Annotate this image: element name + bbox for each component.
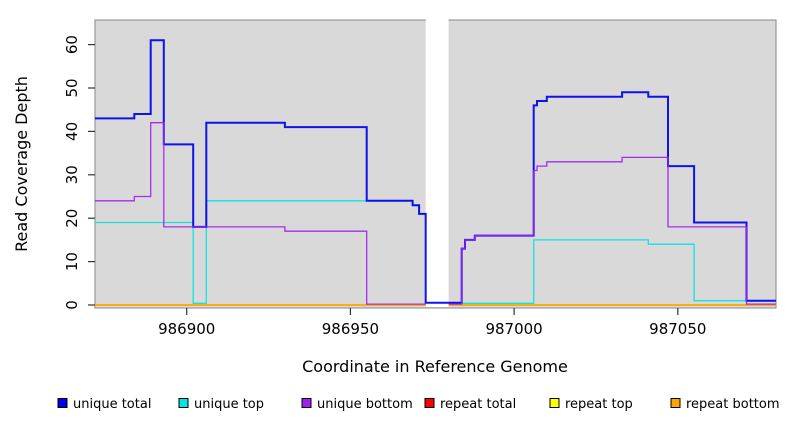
series-lines <box>95 39 776 306</box>
y-tick-label: 30 <box>63 165 81 184</box>
series-unique-bottom <box>448 156 776 305</box>
legend-label-repeat-top: repeat top <box>565 397 633 412</box>
x-axis-ticks: 986900 986950 987000 987050 <box>158 308 706 338</box>
legend-swatch-unique-top <box>178 398 189 408</box>
series-unique-bottom <box>95 122 426 305</box>
legend-swatch-repeat-total <box>424 398 435 408</box>
x-tick-label: 986950 <box>322 320 379 338</box>
series-unique-top <box>448 239 776 304</box>
legend-item-repeat-bottom: repeat bottom <box>670 397 780 412</box>
y-tick-label: 10 <box>63 252 81 271</box>
legend-item-unique-bottom: unique bottom <box>301 397 413 412</box>
legend-item-repeat-top: repeat top <box>549 397 633 412</box>
y-tick-label: 50 <box>63 78 81 97</box>
legend-item-unique-top: unique top <box>178 397 264 412</box>
legend-swatch-repeat-bottom <box>670 398 681 408</box>
gap-band <box>425 13 449 307</box>
no-data-gap-band <box>425 13 449 307</box>
y-tick-label: 20 <box>63 209 81 228</box>
legend: unique total unique top unique bottom repea… <box>57 397 780 412</box>
legend-label-repeat-bottom: repeat bottom <box>686 397 780 412</box>
x-tick-label: 986900 <box>158 320 215 338</box>
legend-item-repeat-total: repeat total <box>424 397 516 412</box>
legend-label-unique-top: unique top <box>194 397 264 412</box>
legend-swatch-repeat-top <box>549 398 560 408</box>
y-axis-title: Read Coverage Depth <box>12 76 31 252</box>
legend-label-repeat-total: repeat total <box>440 397 516 412</box>
y-axis-ticks: 0 10 20 30 40 50 60 <box>63 35 95 310</box>
y-tick-label: 0 <box>63 300 81 310</box>
x-axis-title: Coordinate in Reference Genome <box>302 357 568 376</box>
x-tick-label: 987050 <box>649 320 706 338</box>
legend-label-unique-bottom: unique bottom <box>317 397 413 412</box>
legend-label-unique-total: unique total <box>73 397 151 412</box>
y-tick-label: 60 <box>63 35 81 54</box>
legend-swatch-unique-bottom <box>301 398 312 408</box>
legend-item-unique-total: unique total <box>57 397 151 412</box>
x-tick-label: 987000 <box>485 320 542 338</box>
y-tick-label: 40 <box>63 122 81 141</box>
legend-swatch-unique-total <box>57 398 68 408</box>
